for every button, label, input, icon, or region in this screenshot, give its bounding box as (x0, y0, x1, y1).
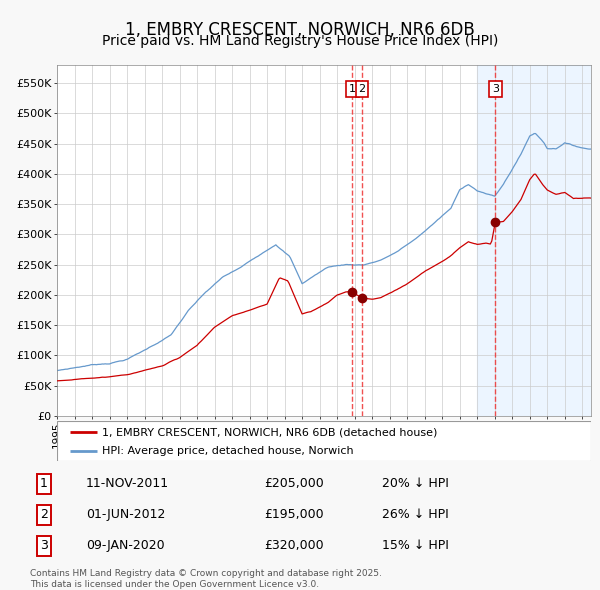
Text: 1: 1 (40, 477, 48, 490)
Text: 1, EMBRY CRESCENT, NORWICH, NR6 6DB (detached house): 1, EMBRY CRESCENT, NORWICH, NR6 6DB (det… (103, 428, 438, 438)
Text: Price paid vs. HM Land Registry's House Price Index (HPI): Price paid vs. HM Land Registry's House … (102, 34, 498, 48)
Text: 11-NOV-2011: 11-NOV-2011 (86, 477, 169, 490)
Text: 1, EMBRY CRESCENT, NORWICH, NR6 6DB: 1, EMBRY CRESCENT, NORWICH, NR6 6DB (125, 21, 475, 39)
Text: 09-JAN-2020: 09-JAN-2020 (86, 539, 164, 552)
Text: 3: 3 (40, 539, 48, 552)
Text: £320,000: £320,000 (265, 539, 324, 552)
Text: 01-JUN-2012: 01-JUN-2012 (86, 508, 165, 522)
Text: £195,000: £195,000 (265, 508, 324, 522)
Bar (477, 65, 593, 416)
Text: 26% ↓ HPI: 26% ↓ HPI (382, 508, 448, 522)
Text: 2: 2 (358, 84, 365, 94)
Text: 15% ↓ HPI: 15% ↓ HPI (382, 539, 448, 552)
Text: Contains HM Land Registry data © Crown copyright and database right 2025.
This d: Contains HM Land Registry data © Crown c… (30, 569, 382, 589)
Text: HPI: Average price, detached house, Norwich: HPI: Average price, detached house, Norw… (103, 447, 354, 456)
Text: 20% ↓ HPI: 20% ↓ HPI (382, 477, 448, 490)
Text: 2: 2 (40, 508, 48, 522)
Text: 1: 1 (349, 84, 356, 94)
Text: 3: 3 (492, 84, 499, 94)
Text: £205,000: £205,000 (265, 477, 324, 490)
FancyBboxPatch shape (57, 421, 591, 461)
